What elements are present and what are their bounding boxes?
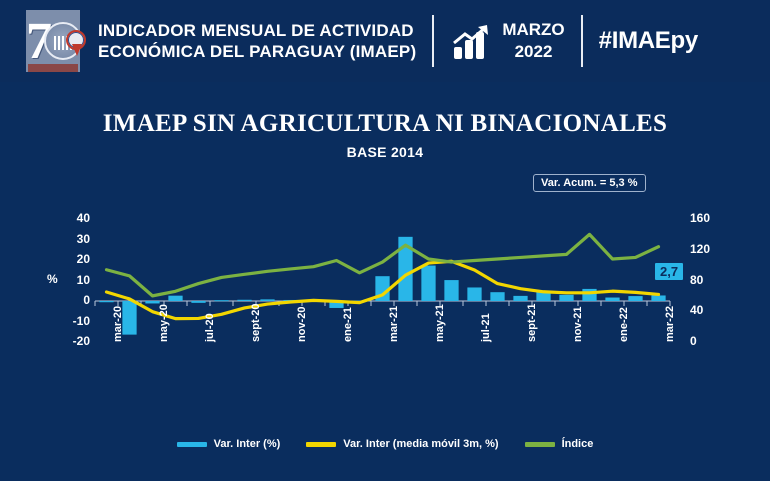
- bar-oct-20: [260, 299, 275, 301]
- chart-subtitle: BASE 2014: [346, 144, 424, 160]
- y-tick-left--10: -10: [72, 313, 90, 328]
- header-title-line2: ECONÓMICA DEL PARAGUAY (IMAEP): [98, 42, 417, 61]
- x-tick-may-21: may-21: [433, 304, 446, 342]
- header-month: MARZO: [502, 20, 565, 39]
- bar-mar-22: [651, 295, 666, 301]
- x-tick-jul-20: jul-20: [203, 313, 216, 342]
- bar-jun-21: [444, 280, 459, 301]
- y-tick-left--20: -20: [72, 334, 90, 348]
- bar-abr-21: [398, 236, 413, 301]
- bar-oct-21: [536, 291, 551, 301]
- y-tick-right-120: 120: [690, 241, 711, 256]
- y-tick-left-40: 40: [76, 211, 90, 225]
- legend-media-movil[interactable]: Var. Inter (media móvil 3m, %): [306, 438, 499, 450]
- icon-bar-3: [476, 32, 485, 59]
- y-tick-right-40: 40: [690, 303, 704, 318]
- header-divider-1: [432, 15, 435, 67]
- x-tick-nov-20: nov-20: [295, 306, 308, 342]
- x-tick-ene-22: ene-22: [617, 307, 630, 342]
- x-tick-sept-21: sept-21: [525, 303, 538, 342]
- bar-dic-21: [582, 288, 597, 301]
- y-tick-right-80: 80: [690, 272, 704, 287]
- x-tick-mar-21: mar-21: [387, 305, 400, 342]
- legend-media-movil-label: Var. Inter (media móvil 3m, %): [343, 438, 499, 450]
- y-tick-right-0: 0: [690, 334, 697, 348]
- header-title-line1: INDICADOR MENSUAL DE ACTIVIDAD: [98, 21, 414, 40]
- x-tick-mar-22: mar-22: [663, 305, 676, 342]
- bar-ago-20: [214, 300, 229, 302]
- legend-var-inter-swatch: [176, 441, 207, 447]
- y-tick-left-30: 30: [76, 231, 90, 246]
- bar-sept-20: [237, 299, 252, 301]
- y-axis-unit-label: %: [47, 272, 58, 286]
- bar-ago-21: [490, 292, 505, 301]
- bar-jul-20: [191, 301, 206, 303]
- legend-var-inter[interactable]: Var. Inter (%): [176, 438, 281, 450]
- bar-jun-20: [168, 295, 183, 301]
- x-tick-nov-21: nov-21: [571, 306, 584, 342]
- header-divider-2: [580, 15, 583, 67]
- icon-bar-1: [454, 47, 463, 59]
- chart-legend: Var. Inter (%) Var. Inter (media móvil 3m…: [0, 438, 770, 450]
- x-tick-may-20: may-20: [157, 304, 170, 342]
- bar-sept-21: [513, 295, 528, 302]
- bcp-70-aniversario-logo: 70: [22, 8, 86, 74]
- bar-ene-21: [329, 301, 344, 308]
- header-period: MARZO 2022: [502, 19, 564, 63]
- y-tick-left-10: 10: [76, 272, 90, 287]
- x-axis-labels: mar-20 may-20 jul-20 sept-20 nov-20 ene-21 mar…: [0, 303, 770, 398]
- line-left-series: [104, 259, 661, 321]
- bar-abr-20: [122, 301, 137, 335]
- legend-media-movil-swatch: [306, 441, 337, 447]
- bar-chart-arrow-up-icon: [450, 21, 496, 61]
- chart-lines-group: [104, 232, 661, 321]
- bar-feb-22: [628, 296, 643, 301]
- x-tick-mar-20: mar-20: [111, 305, 124, 342]
- page-header: 70 INDICADOR MENSUAL DE ACTIVIDAD ECONÓM…: [0, 0, 770, 82]
- header-year: 2022: [514, 42, 553, 61]
- x-tick-jul-21: jul-21: [479, 313, 492, 342]
- header-hashtag: #IMAEpy: [598, 27, 699, 54]
- legend-indice[interactable]: Índice: [524, 438, 594, 450]
- last-value-data-label: 2,7: [655, 263, 684, 280]
- x-tick-sept-20: sept-20: [249, 303, 262, 342]
- y-tick-right-160: 160: [690, 211, 711, 225]
- chart-title: IMAEP SIN AGRICULTURA NI BINACIONALES: [102, 110, 668, 137]
- legend-indice-label: Índice: [561, 438, 594, 450]
- icon-bar-2: [465, 40, 474, 59]
- x-tick-ene-21: ene-21: [341, 307, 354, 342]
- logo-aniversario-band: [28, 64, 78, 72]
- legend-indice-swatch: [524, 441, 555, 447]
- bar-may-20: [145, 301, 160, 304]
- y-tick-left-0: 0: [83, 293, 90, 307]
- logo-ribbon-icon: [72, 44, 82, 56]
- chart-svg: [94, 232, 671, 335]
- bar-nov-21: [559, 294, 574, 301]
- bar-mar-20: [99, 301, 114, 303]
- bar-may-21: [421, 265, 436, 301]
- chart-plot-area: [0, 205, 770, 355]
- legend-var-inter-label: Var. Inter (%): [213, 438, 281, 450]
- var-acum-badge: Var. Acum. = 5,3 %: [533, 174, 646, 192]
- y-tick-left-20: 20: [76, 252, 90, 266]
- header-title: INDICADOR MENSUAL DE ACTIVIDAD ECONÓMICA…: [98, 20, 416, 62]
- icon-arrow-up: [453, 25, 489, 45]
- chart-axis-group: [94, 300, 671, 306]
- bar-ene-22: [605, 297, 620, 301]
- bar-jul-21: [467, 287, 482, 301]
- line-right-series: [104, 232, 661, 298]
